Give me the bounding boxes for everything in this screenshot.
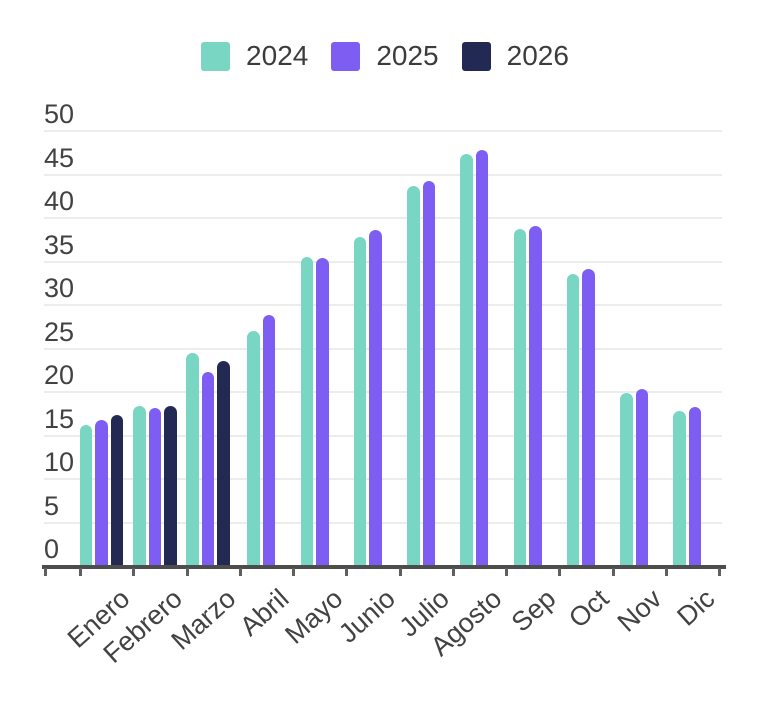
y-axis-label: 45 [44, 142, 75, 173]
x-axis-label-junio: Junio [333, 583, 402, 649]
gridline-10 [44, 478, 722, 480]
x-axis-tick [505, 568, 508, 576]
x-axis-tick [185, 568, 189, 576]
gridline-5 [44, 521, 722, 524]
y-axis-label: 15 [44, 403, 75, 434]
x-axis-tick [345, 568, 349, 576]
x-axis-tick [611, 568, 615, 576]
bar-2024-Agosto[interactable] [460, 153, 473, 566]
bar-2024-Abril[interactable] [247, 331, 260, 566]
x-axis-tick [238, 568, 242, 576]
legend-label: 2024 [246, 40, 309, 71]
x-axis-label-mayo: Mayo [278, 583, 349, 650]
bar-2026-Febrero[interactable] [164, 405, 177, 566]
y-axis-label: 35 [44, 229, 75, 260]
x-axis-line [42, 565, 726, 569]
y-axis-label: 0 [44, 534, 60, 564]
bar-2025-Mayo[interactable] [316, 258, 329, 566]
bar-2025-Sep[interactable] [529, 225, 542, 566]
gridline-30 [44, 304, 722, 306]
legend-label: 2026 [506, 40, 569, 71]
gridline-50 [44, 130, 722, 132]
gridline-35 [44, 260, 722, 263]
legend-label: 2025 [376, 40, 439, 71]
x-axis-label-sep: Sep [505, 583, 562, 638]
bar-2024-Enero[interactable] [79, 425, 93, 566]
bar-2024-Julio[interactable] [407, 185, 420, 566]
bar-2025-Oct[interactable] [582, 269, 595, 566]
bar-2025-Nov[interactable] [635, 389, 649, 566]
y-axis-label: 30 [44, 273, 75, 303]
x-axis-tick [451, 568, 455, 576]
bar-2024-Oct[interactable] [566, 273, 580, 566]
bar-2024-Dic[interactable] [673, 411, 686, 566]
y-axis-label: 50 [44, 99, 75, 129]
gridline-45 [44, 173, 722, 176]
y-axis-label: 40 [44, 186, 75, 216]
legend-item-2025[interactable]: 2025 [331, 40, 439, 71]
x-axis-tick [558, 568, 562, 576]
y-axis-label: 25 [44, 316, 75, 347]
legend-item-2024[interactable]: 2024 [201, 41, 308, 71]
x-axis-tick [292, 568, 295, 576]
x-axis-tick [398, 568, 402, 576]
bar-2025-Abril[interactable] [262, 314, 276, 566]
bar-2025-Febrero[interactable] [148, 407, 162, 566]
legend-item-2026[interactable]: 2026 [461, 40, 569, 71]
bar-2026-Marzo[interactable] [217, 360, 230, 566]
bar-2025-Dic[interactable] [688, 406, 702, 566]
x-axis-tick [44, 568, 47, 576]
y-axis-label: 10 [44, 447, 75, 477]
y-axis-label: 5 [44, 490, 60, 521]
bar-2024-Marzo[interactable] [186, 352, 199, 566]
x-axis-tick [664, 568, 668, 576]
gridline-40 [44, 217, 722, 219]
x-axis-label-dic: Dic [671, 583, 721, 632]
x-axis-label-nov: Nov [611, 583, 668, 638]
x-axis-tick [79, 568, 82, 576]
legend-swatch-2025 [331, 41, 361, 71]
bar-2025-Junio[interactable] [369, 230, 382, 566]
legend-swatch-2024 [201, 41, 231, 71]
bar-2025-Marzo[interactable] [201, 371, 215, 566]
x-axis-tick [718, 568, 721, 576]
legend: 2024 2025 2026 [0, 41, 770, 71]
bar-2025-Enero[interactable] [95, 419, 108, 566]
y-axis-label: 20 [44, 360, 75, 390]
bar-2024-Sep[interactable] [513, 229, 527, 566]
gridline-20 [44, 391, 722, 393]
gridline-25 [44, 347, 722, 350]
bar-2025-Julio[interactable] [422, 181, 436, 566]
bar-2026-Enero[interactable] [110, 414, 124, 566]
bar-2025-Agosto[interactable] [475, 150, 489, 566]
bar-2024-Mayo[interactable] [300, 257, 314, 566]
bar-2024-Nov[interactable] [620, 392, 633, 566]
bar-2024-Febrero[interactable] [133, 405, 146, 566]
bar-2024-Junio[interactable] [353, 237, 367, 566]
legend-swatch-2026 [461, 41, 491, 71]
gridline-15 [44, 434, 722, 437]
x-axis-label-oct: Oct [562, 583, 615, 634]
x-axis-tick [132, 568, 136, 576]
